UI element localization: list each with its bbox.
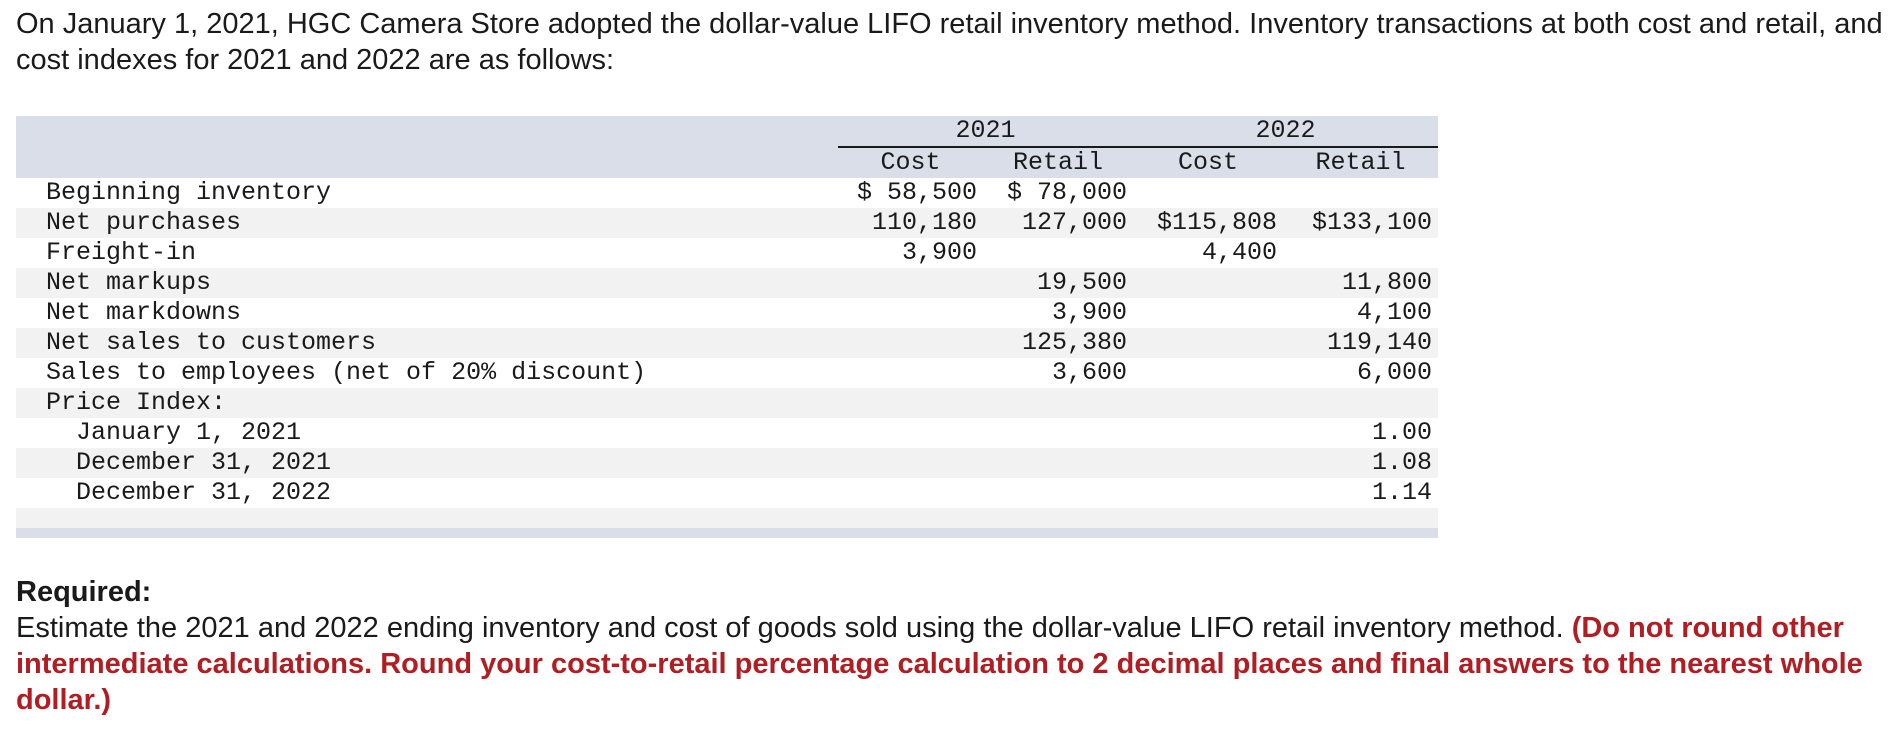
row-label: Freight-in [46,238,197,267]
cost-2022-cell [1133,298,1283,328]
table-row: Beginning inventory $ 58,500 $ 78,000 [16,178,1439,208]
subheader-row: Cost Retail Cost Retail [16,147,1439,178]
retail-2021-cell [983,448,1133,478]
retail-2021-cell: 3,600 [1052,358,1128,387]
required-heading: Required: [16,576,152,608]
row-label: Net markdowns [46,298,242,327]
retail-2021-cell [983,238,1133,268]
cost-2021-cell [838,388,983,418]
problem-intro: On January 1, 2021, HGC Camera Store ado… [16,8,1883,76]
cost-2021-cell: 3,900 [901,238,977,267]
cost-2022-cell: $115,808 [1156,208,1278,237]
table-footer-band [16,528,1438,538]
table-row: December 31, 2022 1.14 [16,478,1439,508]
header-blank [16,116,838,147]
row-label: Beginning inventory [46,178,332,207]
table-row: Sales to employees (net of 20% discount)… [16,358,1439,388]
cost-2021-cell [838,328,983,358]
retail-2021-cell: 19,500 [1037,268,1128,297]
row-label: December 31, 2022 [76,478,332,507]
table-row: Net sales to customers 125,380 119,140 [16,328,1439,358]
cost-2021-cell [838,358,983,388]
retail-2022-cell [1283,238,1438,268]
row-label: Price Index: [46,388,227,417]
row-label: December 31, 2021 [76,448,332,477]
retail-2021-cell [983,418,1133,448]
cost-2022-cell [1133,328,1283,358]
cost-2022-cell [1133,388,1283,418]
retail-2021-cell: 125,380 [1021,328,1128,357]
inventory-table: 2021 2022 Cost Retail Cost Retail Beginn… [16,116,1439,528]
cost-2021-cell: 110,180 [871,208,977,237]
row-label: Net purchases [46,208,242,237]
cost-2021-cell [838,298,983,328]
row-label: Sales to employees (net of 20% discount) [46,358,647,387]
cost-2021-cell: $ 58,500 [856,178,977,207]
row-label: January 1, 2021 [76,418,302,447]
retail-2021-cell: 127,000 [1021,208,1128,237]
retail-2021-cell [983,388,1133,418]
cost-2021-cell [838,268,983,298]
cost-2021-cell [838,478,983,508]
table-row: Net markdowns 3,900 4,100 [16,298,1439,328]
subheader-blank [16,147,838,178]
row-label: Net markups [46,268,212,297]
rounding-instruction: (Do not round other intermediate calcula… [16,612,1863,716]
year-header-row: 2021 2022 [16,116,1439,148]
inventory-table-body: Beginning inventory $ 58,500 $ 78,000 Ne… [16,178,1439,528]
cost-2022-header: Cost [1178,148,1239,177]
cost-2021-cell [838,448,983,478]
retail-2022-header: Retail [1315,148,1406,177]
spacer-cell [16,508,1438,528]
retail-2022-cell: 119,140 [1327,328,1433,357]
cost-2022-cell [1133,418,1283,448]
table-spacer-row [16,508,1439,528]
year-2021-header: 2021 [838,116,1134,148]
table-row: Freight-in 3,900 4,400 [16,238,1439,268]
table-row: December 31, 2021 1.08 [16,448,1439,478]
retail-2022-cell: 1.14 [1372,478,1433,507]
cost-2022-cell [1133,358,1283,388]
retail-2022-cell: $133,100 [1312,208,1433,237]
cost-2022-cell [1133,178,1283,208]
required-section: Required: Estimate the 2021 and 2022 end… [16,574,1878,718]
required-text: Estimate the 2021 and 2022 ending invent… [16,612,1564,644]
table-row: Net purchases 110,180 127,000 $115,808 $… [16,208,1439,238]
retail-2022-cell [1283,178,1438,208]
cost-2021-header: Cost [880,148,941,177]
retail-2021-cell [983,478,1133,508]
retail-2021-cell: 3,900 [1052,298,1128,327]
retail-2022-cell: 11,800 [1342,268,1433,297]
table-row: Price Index: [16,388,1439,418]
retail-2021-cell: $ 78,000 [1006,178,1128,207]
retail-2022-cell [1283,388,1438,418]
retail-2022-cell: 6,000 [1357,358,1433,387]
table-row: January 1, 2021 1.00 [16,418,1439,448]
retail-2021-header: Retail [1013,148,1104,177]
cost-2021-cell [838,418,983,448]
cost-2022-cell [1133,478,1283,508]
year-2022-header: 2022 [1133,116,1439,148]
row-label: Net sales to customers [46,328,377,357]
retail-2022-cell: 1.00 [1372,418,1433,447]
cost-2022-cell: 4,400 [1202,238,1278,267]
retail-2022-cell: 1.08 [1372,448,1433,477]
cost-2022-cell [1133,268,1283,298]
inventory-table-container: 2021 2022 Cost Retail Cost Retail Beginn… [16,116,1439,538]
cost-2022-cell [1133,448,1283,478]
retail-2022-cell: 4,100 [1357,298,1433,327]
table-row: Net markups 19,500 11,800 [16,268,1439,298]
